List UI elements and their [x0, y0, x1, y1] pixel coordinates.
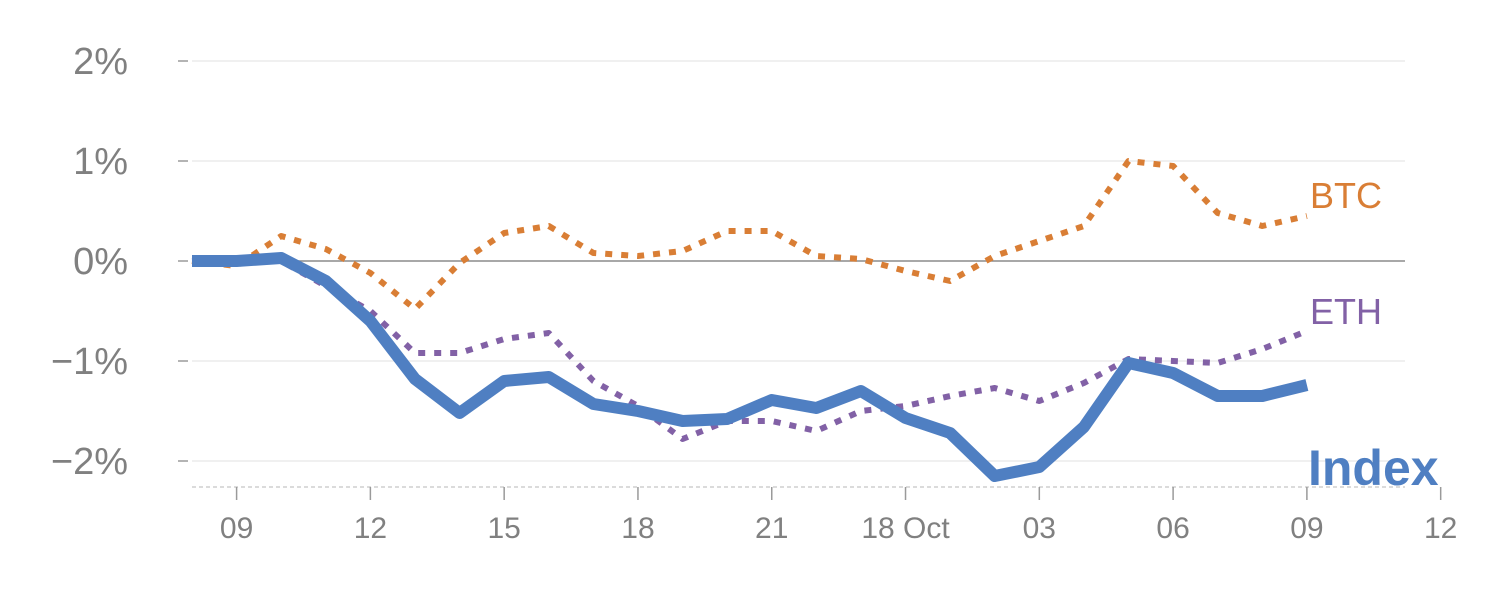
- x-tick-label: 12: [354, 512, 387, 545]
- y-tick-label: −2%: [51, 441, 128, 483]
- x-tick-label: 18 Oct: [861, 512, 950, 545]
- y-tick-label: 2%: [73, 41, 128, 83]
- x-tick-label: 03: [1023, 512, 1056, 545]
- series-lines: [191, 158, 1309, 482]
- x-tick-label: 06: [1156, 512, 1189, 545]
- x-tick-label: 12: [1424, 512, 1457, 545]
- y-tick-label: 0%: [73, 241, 128, 283]
- series-label-eth: ETH: [1310, 291, 1382, 332]
- axes: 2% 1% 0% −1% −2% 09 12 15 18 21 18 Oct 03 06 09 12: [51, 41, 1457, 545]
- series-labels: BTC ETH Index: [1308, 175, 1439, 496]
- series-label-index: Index: [1308, 440, 1439, 496]
- series-line-index: [192, 252, 1309, 482]
- x-tick-label: 15: [487, 512, 520, 545]
- y-tick-label: −1%: [51, 341, 128, 383]
- y-tick-label: 1%: [73, 141, 128, 183]
- x-tick-label: 09: [220, 512, 253, 545]
- series-label-btc: BTC: [1310, 175, 1382, 216]
- x-tick-label: 21: [755, 512, 788, 545]
- series-line-btc: [191, 158, 1308, 312]
- x-tick-label: 09: [1290, 512, 1323, 545]
- x-tick-label: 18: [621, 512, 654, 545]
